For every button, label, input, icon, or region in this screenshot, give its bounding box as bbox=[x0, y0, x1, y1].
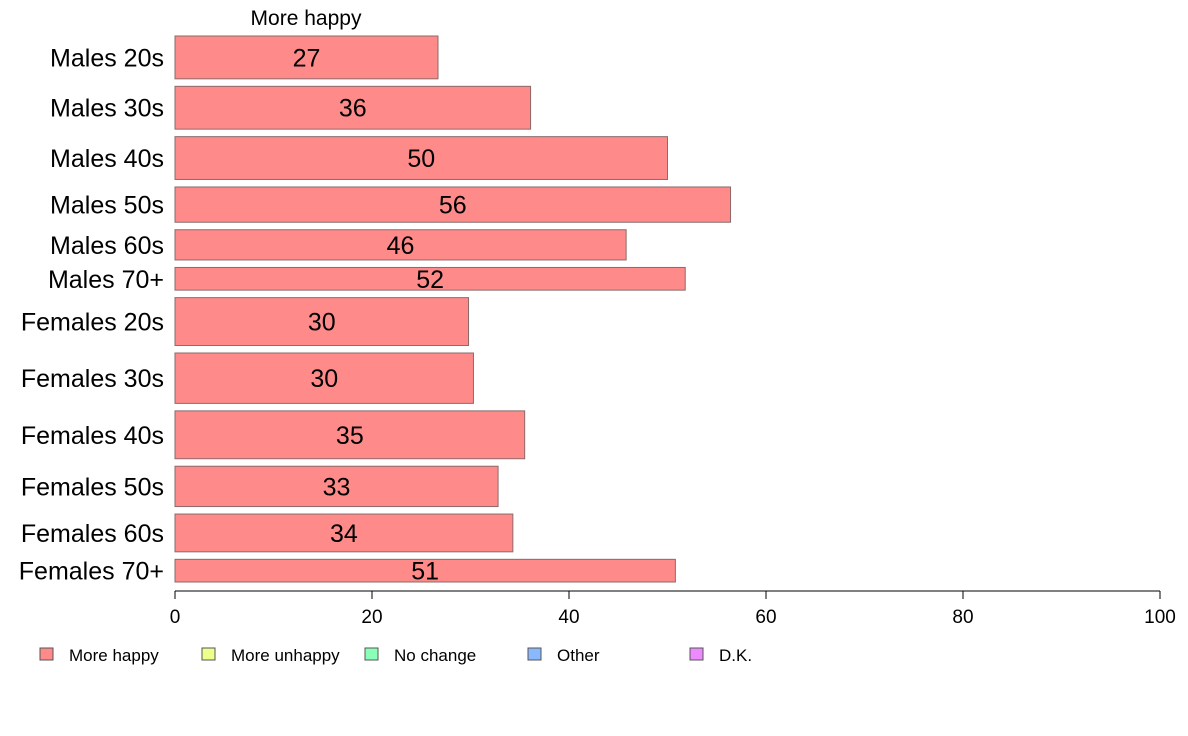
bar-value-label: 52 bbox=[416, 266, 444, 294]
x-axis: 0 20 40 60 80 100 bbox=[170, 590, 1176, 628]
header-label: More happy bbox=[251, 7, 362, 30]
category-label: Females 70+ bbox=[19, 558, 164, 586]
bar bbox=[174, 558, 676, 583]
x-tick-label: 40 bbox=[558, 607, 579, 628]
bar bbox=[174, 85, 532, 130]
category-label: Males 40s bbox=[50, 145, 164, 173]
bar bbox=[174, 136, 668, 180]
category-label: Females 20s bbox=[21, 309, 164, 337]
category-label: Males 50s bbox=[50, 192, 164, 220]
x-tick-label: 0 bbox=[170, 607, 181, 628]
category-label: Males 20s bbox=[50, 44, 164, 72]
category-label: Females 50s bbox=[21, 473, 164, 501]
bar-value-label: 33 bbox=[323, 473, 351, 501]
bar-value-label: 30 bbox=[308, 309, 336, 337]
bar-value-label: 46 bbox=[387, 232, 415, 260]
bar bbox=[174, 186, 732, 223]
bar-value-label: 51 bbox=[411, 558, 439, 586]
legend-swatch bbox=[201, 647, 216, 661]
category-label: Males 30s bbox=[50, 95, 164, 123]
legend: More happy More unhappy No change Other D.K. bbox=[39, 646, 752, 665]
bar-value-label: 56 bbox=[439, 192, 467, 220]
legend-swatch bbox=[689, 647, 704, 661]
bar bbox=[174, 465, 499, 508]
bar-value-label: 30 bbox=[310, 365, 338, 393]
category-label: Males 60s bbox=[50, 232, 164, 260]
legend-swatch bbox=[39, 647, 54, 661]
bar bbox=[174, 266, 686, 291]
bar bbox=[174, 352, 474, 404]
bar bbox=[174, 35, 439, 80]
legend-label: More happy bbox=[69, 646, 159, 665]
category-label: Females 60s bbox=[21, 520, 164, 548]
bar bbox=[174, 410, 526, 460]
category-label: Males 70+ bbox=[48, 266, 164, 294]
bar-value-label: 36 bbox=[339, 95, 367, 123]
legend-swatch bbox=[527, 647, 542, 661]
legend-label: More unhappy bbox=[231, 646, 340, 665]
x-tick-label: 80 bbox=[952, 607, 973, 628]
bar-value-label: 34 bbox=[330, 520, 358, 548]
bar bbox=[174, 297, 470, 346]
legend-label: No change bbox=[394, 646, 476, 665]
legend-label: D.K. bbox=[719, 646, 752, 665]
x-tick-label: 60 bbox=[755, 607, 776, 628]
category-label: Females 30s bbox=[21, 365, 164, 393]
bar-value-label: 27 bbox=[293, 44, 321, 72]
bar bbox=[174, 229, 627, 261]
x-tick-label: 100 bbox=[1144, 607, 1176, 628]
legend-swatch bbox=[364, 647, 379, 661]
category-label: Females 40s bbox=[21, 422, 164, 450]
bar-value-label: 35 bbox=[336, 422, 364, 450]
bars-layer: Males 20s 27 Males 30s 36 Males 40s 50 Males 5… bbox=[19, 35, 732, 586]
bar bbox=[174, 513, 514, 553]
bar-value-label: 50 bbox=[407, 145, 435, 173]
legend-label: Other bbox=[557, 646, 600, 665]
x-tick-label: 20 bbox=[361, 607, 382, 628]
